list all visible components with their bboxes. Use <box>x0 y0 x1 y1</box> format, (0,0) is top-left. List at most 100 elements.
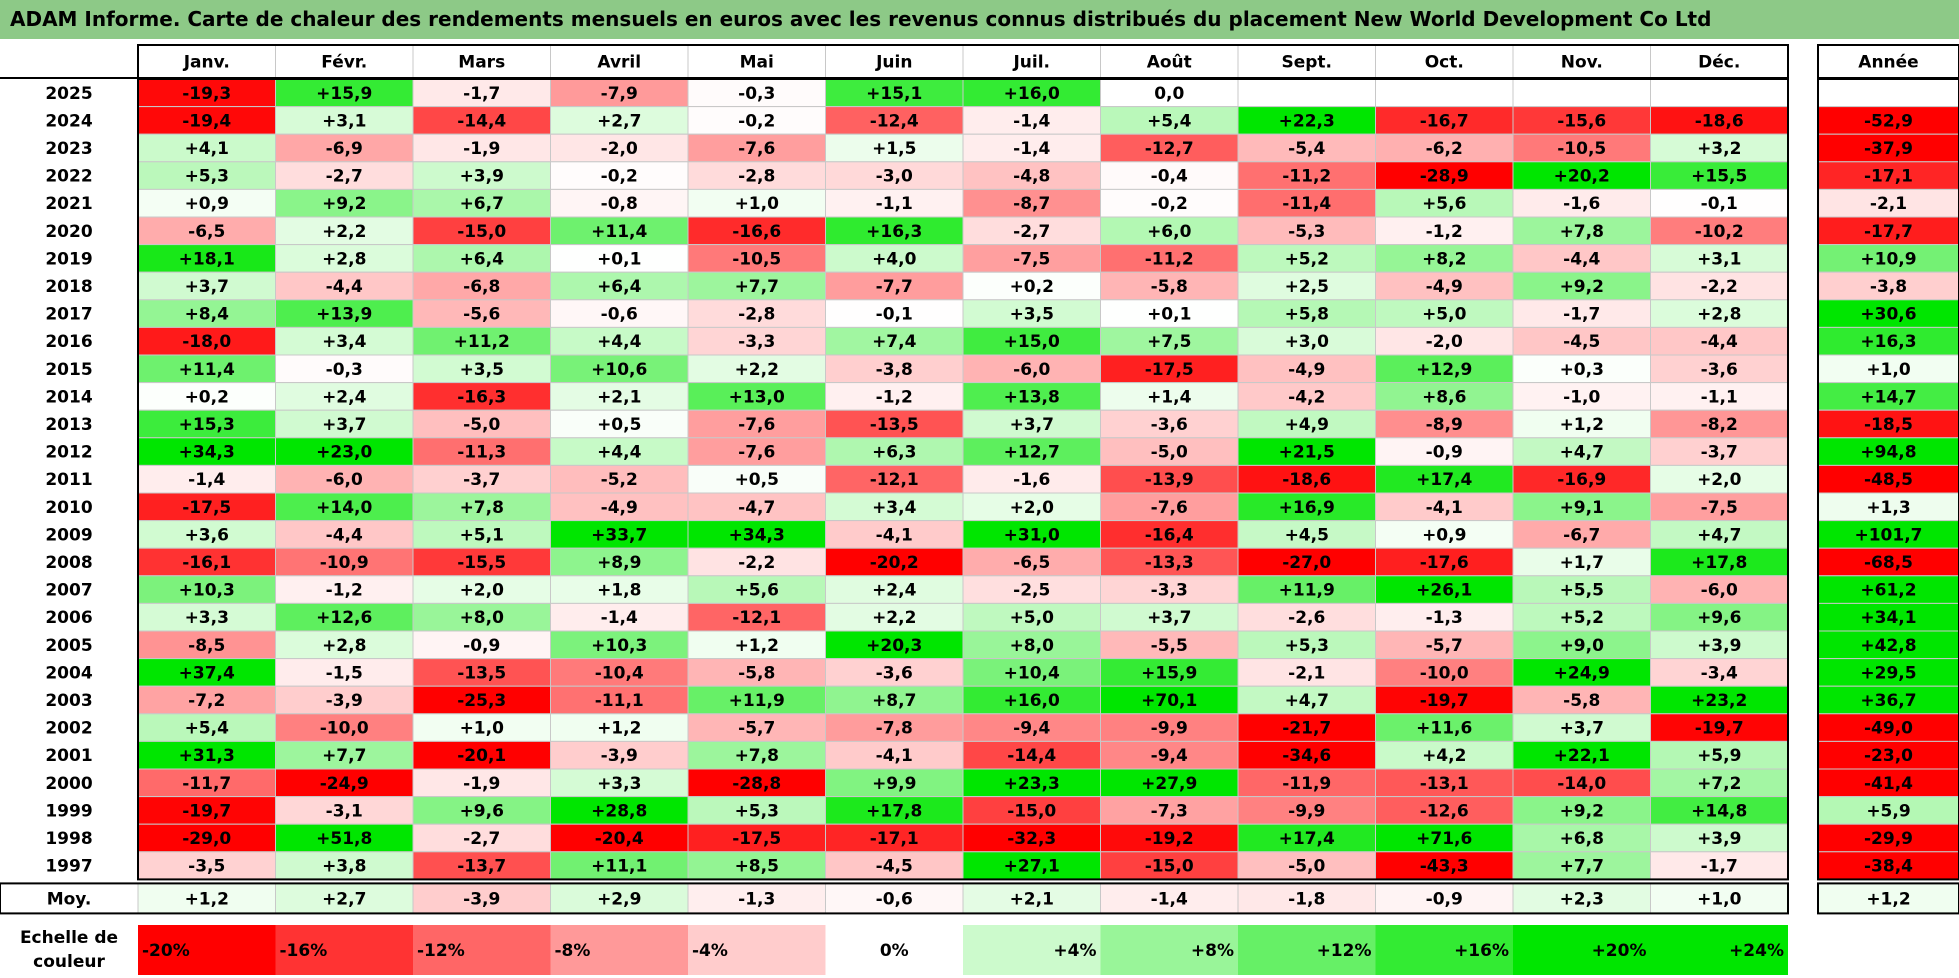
heatmap-cell-value: -13,5 <box>457 663 506 683</box>
heatmap-cell <box>550 658 689 687</box>
heatmap-cell-value: -20,2 <box>870 553 919 573</box>
heatmap-cell-value: +12,7 <box>1004 443 1060 463</box>
heatmap-cell <box>550 271 689 301</box>
heatmap-cell-value: -16,7 <box>1420 111 1469 131</box>
heatmap-cell-value: -1,7 <box>1563 305 1600 325</box>
heatmap-cell <box>1375 575 1514 604</box>
average-cell-value: +2,7 <box>322 889 366 909</box>
heatmap-cell <box>825 299 964 328</box>
heatmap-cell-value: -10,0 <box>1420 663 1469 683</box>
scale-swatch <box>1375 925 1513 975</box>
heatmap-cell <box>275 299 414 328</box>
heatmap-cell-value: -0,2 <box>601 167 638 187</box>
year-label: 2003 <box>45 691 92 711</box>
heatmap-cell-value: -5,0 <box>1288 857 1325 877</box>
heatmap-cell <box>687 299 826 328</box>
heatmap-cell-value: +1,5 <box>872 139 916 159</box>
heatmap-cell <box>1100 713 1239 742</box>
heatmap-cell <box>550 409 689 439</box>
year-label: 2014 <box>45 387 92 407</box>
heatmap-cell-value: +24,9 <box>1554 663 1610 683</box>
heatmap-cell <box>275 685 414 715</box>
heatmap-cell-value: -4,1 <box>876 746 913 766</box>
annual-cell <box>1817 354 1959 384</box>
heatmap-cell <box>1100 409 1239 439</box>
heatmap-cell-value: -4,5 <box>1563 332 1600 352</box>
heatmap-cell-value: -0,3 <box>326 360 363 380</box>
heatmap-cell-value: +51,8 <box>316 829 372 849</box>
average-cell <box>962 882 1101 914</box>
heatmap-cell <box>1512 851 1651 880</box>
heatmap-cell-value: +9,2 <box>322 194 366 214</box>
year-label: 2021 <box>45 194 92 214</box>
heatmap-cell-value: +1,2 <box>735 636 779 656</box>
heatmap-cell <box>412 188 551 218</box>
heatmap-cell <box>825 244 964 273</box>
heatmap-cell <box>825 161 964 190</box>
heatmap-cell-value: -1,4 <box>601 608 638 628</box>
heatmap-cell-value: +34,3 <box>179 443 235 463</box>
year-label: 2013 <box>45 415 92 435</box>
annual-cell <box>1817 547 1959 577</box>
heatmap-cell-value: -18,0 <box>182 332 231 352</box>
heatmap-cell <box>1375 78 1514 108</box>
heatmap-cell <box>550 713 689 742</box>
heatmap-cell-value: -1,9 <box>463 774 500 794</box>
heatmap-cell <box>825 768 964 798</box>
heatmap-cell <box>825 188 964 218</box>
heatmap-cell-value: +1,7 <box>1560 553 1604 573</box>
heatmap-cell-value: -1,6 <box>1563 194 1600 214</box>
heatmap-cell <box>1375 630 1514 660</box>
heatmap-cell <box>1512 658 1651 687</box>
heatmap-cell <box>962 520 1101 549</box>
heatmap-cell <box>137 575 276 604</box>
scale-swatch <box>688 925 826 975</box>
heatmap-cell <box>962 547 1101 577</box>
heatmap-cell <box>412 133 551 163</box>
year-label: 2020 <box>45 222 92 242</box>
heatmap-cell-value: -19,7 <box>182 801 231 821</box>
heatmap-cell <box>1512 547 1651 577</box>
heatmap-cell <box>1237 851 1376 880</box>
heatmap-cell-value: -0,2 <box>738 111 775 131</box>
heatmap-cell-value: -8,2 <box>1701 415 1738 435</box>
heatmap-cell-value: +21,5 <box>1279 443 1335 463</box>
heatmap-cell-value: -6,5 <box>1013 553 1050 573</box>
heatmap-cell <box>1237 133 1376 163</box>
heatmap-cell <box>1650 547 1789 577</box>
heatmap-cell <box>687 437 826 466</box>
heatmap-cell <box>412 354 551 384</box>
heatmap-cell-value: +2,8 <box>322 636 366 656</box>
heatmap-cell-value: -2,8 <box>738 167 775 187</box>
heatmap-cell-value: +17,8 <box>866 801 922 821</box>
heatmap-cell-value: -29,0 <box>182 829 231 849</box>
heatmap-cell <box>962 602 1101 632</box>
annual-cell-value: -17,1 <box>1864 167 1913 187</box>
heatmap-cell <box>962 630 1101 660</box>
heatmap-cell <box>1237 768 1376 798</box>
heatmap-cell-value: -17,5 <box>732 829 781 849</box>
year-label: 2001 <box>45 746 92 766</box>
annual-cell-value: +36,7 <box>1860 691 1916 711</box>
heatmap-cell <box>1100 78 1239 108</box>
heatmap-cell <box>825 823 964 853</box>
heatmap-cell-value: +17,4 <box>1416 470 1472 490</box>
heatmap-cell <box>962 740 1101 770</box>
heatmap-cell <box>412 796 551 825</box>
annual-cell-value: -2,1 <box>1870 194 1907 214</box>
heatmap-cell-value: -7,8 <box>876 719 913 739</box>
scale-step-label: +16% <box>1454 941 1509 961</box>
heatmap-cell-value: +0,5 <box>597 415 641 435</box>
heatmap-cell <box>1100 658 1239 687</box>
heatmap-cell <box>1237 492 1376 522</box>
scale-step-label: -20% <box>142 941 190 961</box>
month-header-label: Févr. <box>321 53 367 73</box>
year-label: 2005 <box>45 636 92 656</box>
heatmap-cell-value: -10,5 <box>1557 139 1606 159</box>
heatmap-cell <box>550 133 689 163</box>
heatmap-cell-value: -13,1 <box>1420 774 1469 794</box>
heatmap-cell <box>962 271 1101 301</box>
heatmap-cell <box>137 492 276 522</box>
heatmap-cell-value: +13,9 <box>316 305 372 325</box>
